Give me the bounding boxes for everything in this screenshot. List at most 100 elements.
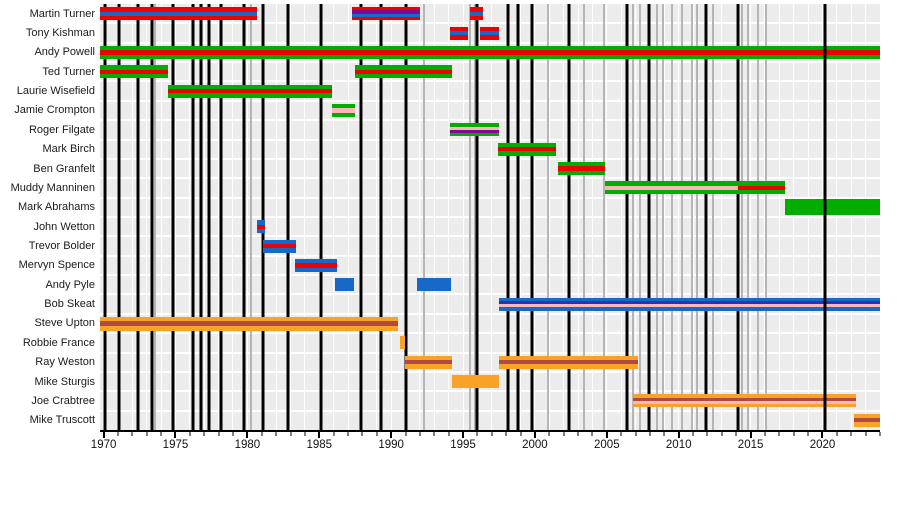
vocals-stripe (450, 35, 469, 40)
keyboards-stripe (450, 129, 499, 134)
guitars-stripe (100, 65, 169, 70)
drums-stripe (854, 422, 880, 427)
legend: VocalsGuitarsBass guitarKeyboardsDrumsPe… (0, 458, 900, 525)
member-label: Mervyn Spence (18, 259, 95, 272)
guitars-stripe (557, 162, 606, 167)
studio-album-line (823, 4, 827, 430)
axis-tick-label: 2005 (594, 439, 620, 451)
guitars-stripe (332, 104, 356, 109)
axis-tick (462, 432, 465, 438)
drums-stripe (632, 394, 856, 398)
member-labels-column: Martin Turner Tony Kishman Andy Powell Ted … (0, 4, 95, 430)
row-separator (100, 119, 880, 122)
guitars-stripe (355, 73, 452, 79)
live-recording-line (740, 4, 743, 430)
timeline-bar (100, 65, 169, 79)
axis-tick-label: 2020 (809, 439, 836, 451)
row-separator (100, 177, 880, 180)
studio-album-line (506, 4, 510, 430)
axis-tick (879, 432, 881, 436)
axis-tick (764, 432, 766, 436)
timeline-bar (451, 375, 499, 389)
timeline-bar (100, 7, 258, 21)
live-recording-line (756, 4, 759, 430)
axis-tick-label: 2015 (737, 439, 764, 451)
timeline-bar (480, 26, 499, 40)
axis-tick (361, 432, 363, 436)
axis-tick (807, 432, 809, 436)
axis-tick (347, 432, 349, 436)
studio-album-line (404, 4, 408, 430)
percussion-stripe (854, 418, 880, 423)
row-separator (100, 235, 880, 238)
member-label: Ben Granfelt (33, 162, 95, 175)
axis-tick (677, 432, 680, 438)
live-recording-line (582, 4, 585, 430)
axis-tick (318, 432, 321, 438)
bass-stripe (498, 297, 880, 301)
studio-album-line (219, 4, 223, 430)
timeline-bar (557, 162, 606, 176)
axis-tick (605, 432, 608, 438)
axis-tick (102, 432, 105, 438)
vocals-stripe (168, 88, 333, 94)
live-recording-line (546, 4, 549, 430)
axis-tick (836, 432, 838, 436)
bass-stripe (335, 278, 354, 292)
axis-tick (304, 432, 306, 436)
vocals-stripe (352, 16, 420, 21)
vocals-stripe (100, 50, 880, 55)
live-recording-line (469, 4, 472, 430)
drums-stripe (451, 375, 499, 389)
axis-tick-label: 1970 (90, 439, 117, 451)
timeline-bar (294, 258, 337, 272)
member-label: Joe Crabtree (31, 394, 95, 407)
member-label: Mark Abrahams (17, 201, 95, 214)
vocals-stripe (100, 15, 258, 21)
axis-tick (405, 432, 407, 436)
studio-album-line (261, 4, 265, 430)
axis-tick (246, 432, 249, 438)
axis-tick (290, 432, 291, 436)
member-label: Andy Pyle (45, 278, 95, 291)
axis-tick (376, 432, 378, 436)
drums-stripe (404, 364, 452, 369)
axis-tick (850, 432, 852, 436)
studio-album-line (647, 4, 651, 430)
row-separator (100, 274, 880, 277)
row-separator (100, 216, 880, 218)
percussion-stripe (498, 360, 638, 365)
studio-album-line (625, 4, 629, 430)
axis-tick (433, 432, 435, 436)
studio-album-line (191, 4, 195, 430)
studio-album-line (379, 4, 383, 430)
live-recording-line (670, 4, 673, 430)
drums-stripe (498, 355, 638, 361)
vocals-stripe (263, 243, 297, 249)
axis-tick (778, 432, 780, 436)
row-separator (100, 138, 880, 141)
vocals-stripe (352, 7, 420, 11)
studio-album-line (136, 4, 140, 430)
axis-tick (793, 432, 795, 436)
axis-tick (218, 432, 220, 436)
vocals-stripe (100, 69, 169, 74)
guitars-stripe (497, 151, 557, 156)
keyboards-stripe (352, 10, 420, 14)
axis-tick-label: 1980 (234, 439, 261, 451)
guitars-stripe (100, 45, 880, 51)
guitars-stripe (355, 65, 452, 70)
bass-stripe (263, 239, 297, 244)
member-label: Bob Skeat (44, 298, 95, 311)
percussion-stripe (100, 321, 399, 326)
member-label: Andy Powell (34, 46, 95, 59)
member-label: Mike Sturgis (34, 375, 95, 388)
member-label: John Wetton (33, 220, 95, 233)
vocals-stripe (497, 147, 557, 152)
axis-tick (261, 432, 263, 436)
vocals-stripe (294, 263, 337, 268)
bass-stripe (498, 307, 880, 311)
timeline-bar (854, 413, 880, 427)
axis-tick (635, 432, 637, 436)
